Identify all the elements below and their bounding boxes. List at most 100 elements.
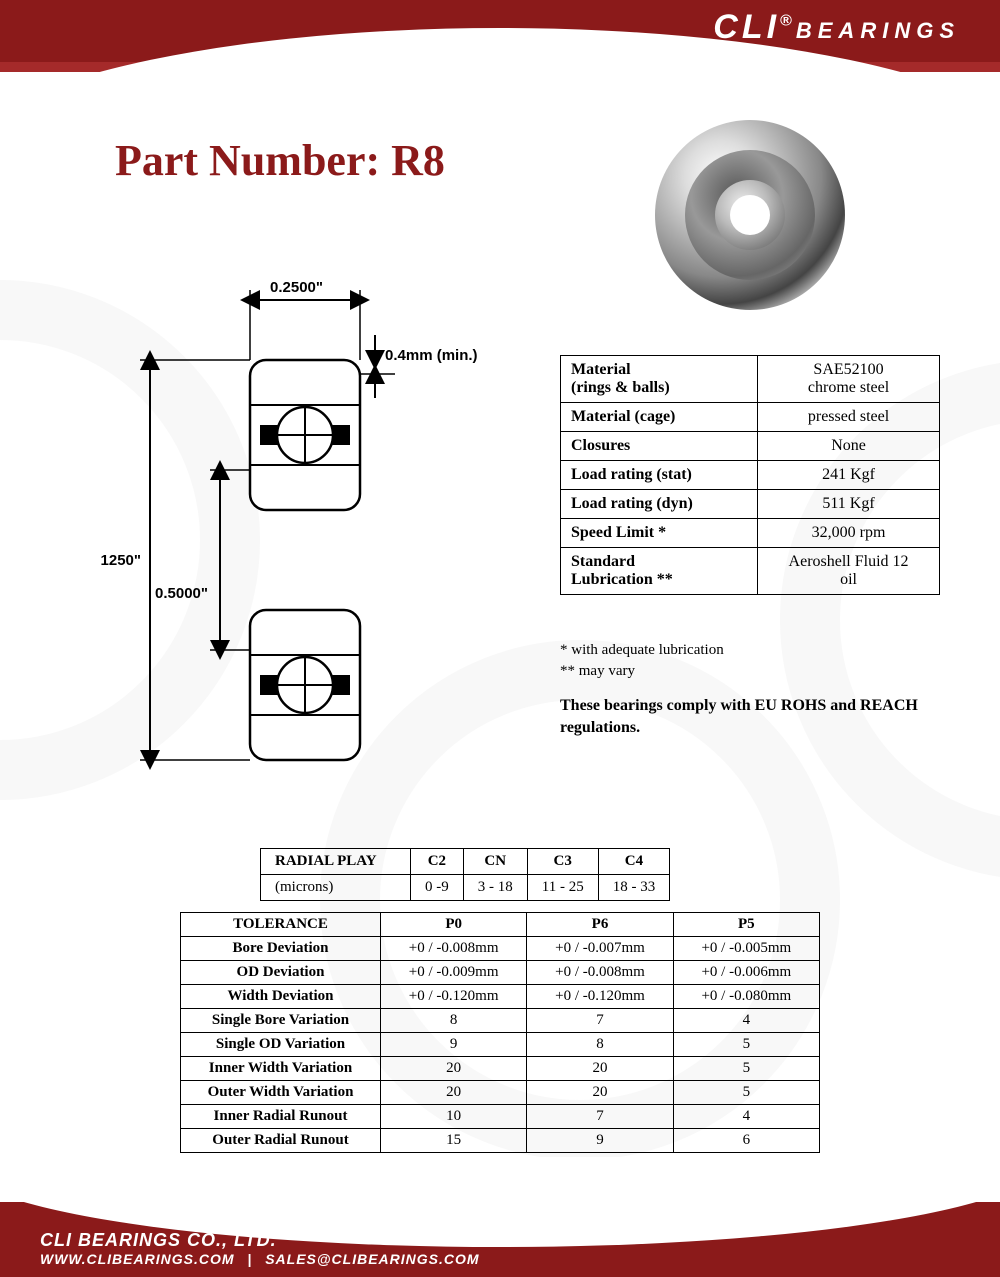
tol-cell: 20: [527, 1057, 673, 1081]
tol-row: Width Deviation+0 / -0.120mm+0 / -0.120m…: [181, 985, 820, 1009]
tol-label: Outer Radial Runout: [181, 1129, 381, 1153]
tol-cell: 7: [527, 1009, 673, 1033]
tol-row: Outer Radial Runout1596: [181, 1129, 820, 1153]
spec-row: Material (rings & balls)SAE52100 chrome …: [561, 356, 940, 403]
tol-cell: 5: [673, 1033, 819, 1057]
tol-cell: 8: [527, 1033, 673, 1057]
spec-row: Load rating (stat)241 Kgf: [561, 461, 940, 490]
footer-sep: |: [247, 1251, 252, 1267]
spec-key: Material (rings & balls): [561, 356, 758, 403]
tol-row: OD Deviation+0 / -0.009mm+0 / -0.008mm+0…: [181, 961, 820, 985]
rp-cell: 11 - 25: [527, 875, 598, 901]
footnotes: * with adequate lubrication ** may vary: [560, 640, 724, 682]
tol-col: P6: [527, 913, 673, 937]
tol-row: Inner Width Variation20205: [181, 1057, 820, 1081]
tol-label: Inner Width Variation: [181, 1057, 381, 1081]
rp-cell: 3 - 18: [463, 875, 527, 901]
rp-col: C4: [598, 849, 670, 875]
product-image: [645, 110, 865, 310]
tol-cell: 8: [381, 1009, 527, 1033]
rp-col: C2: [411, 849, 464, 875]
radial-play-table: RADIAL PLAYC2CNC3C4 (microns)0 -93 - 181…: [260, 848, 670, 901]
tol-cell: 5: [673, 1057, 819, 1081]
tol-label: OD Deviation: [181, 961, 381, 985]
brand-reg: ®: [780, 13, 796, 30]
tol-label: Width Deviation: [181, 985, 381, 1009]
tol-row: Single Bore Variation874: [181, 1009, 820, 1033]
spec-row: Material (cage)pressed steel: [561, 403, 940, 432]
tol-cell: 9: [381, 1033, 527, 1057]
tol-cell: 20: [381, 1081, 527, 1105]
tol-cell: 20: [381, 1057, 527, 1081]
tol-cell: 4: [673, 1009, 819, 1033]
footer-email: SALES@CLIBEARINGS.COM: [265, 1251, 479, 1267]
dim-od: 1.1250": [100, 552, 141, 569]
tol-col: P5: [673, 913, 819, 937]
spec-key: Load rating (stat): [561, 461, 758, 490]
tol-label: Inner Radial Runout: [181, 1105, 381, 1129]
tol-cell: +0 / -0.009mm: [381, 961, 527, 985]
spec-val: 511 Kgf: [758, 490, 940, 519]
rp-col: C3: [527, 849, 598, 875]
tol-label: Outer Width Variation: [181, 1081, 381, 1105]
tol-cell: +0 / -0.080mm: [673, 985, 819, 1009]
tol-cell: +0 / -0.008mm: [527, 961, 673, 985]
footer-url: WWW.CLIBEARINGS.COM: [40, 1251, 235, 1267]
tol-cell: 6: [673, 1129, 819, 1153]
footnote-2: ** may vary: [560, 661, 724, 682]
tol-col: TOLERANCE: [181, 913, 381, 937]
spec-key: Closures: [561, 432, 758, 461]
footnote-1: * with adequate lubrication: [560, 640, 724, 661]
compliance-note: These bearings comply with EU ROHS and R…: [560, 695, 920, 738]
tol-row: Inner Radial Runout1074: [181, 1105, 820, 1129]
rp-cell: (microns): [261, 875, 411, 901]
tol-cell: +0 / -0.006mm: [673, 961, 819, 985]
spec-key: Standard Lubrication **: [561, 548, 758, 595]
rp-col: CN: [463, 849, 527, 875]
tol-label: Single OD Variation: [181, 1033, 381, 1057]
tol-cell: 20: [527, 1081, 673, 1105]
brand-sub: BEARINGS: [796, 18, 960, 43]
spec-val: pressed steel: [758, 403, 940, 432]
footer-company: CLI BEARINGS CO., LTD.: [40, 1230, 480, 1251]
tol-cell: 10: [381, 1105, 527, 1129]
tol-cell: 7: [527, 1105, 673, 1129]
tol-cell: +0 / -0.120mm: [381, 985, 527, 1009]
tol-label: Bore Deviation: [181, 937, 381, 961]
cross-section-diagram: 0.2500" 0.4mm (min.) 1.1250" 0.5000": [100, 280, 500, 800]
spec-val: None: [758, 432, 940, 461]
brand-logo: CLI®BEARINGS: [713, 8, 960, 47]
tol-cell: +0 / -0.008mm: [381, 937, 527, 961]
rp-cell: 0 -9: [411, 875, 464, 901]
brand-name: CLI: [713, 8, 780, 46]
rp-cell: 18 - 33: [598, 875, 670, 901]
tol-cell: 5: [673, 1081, 819, 1105]
spec-key: Material (cage): [561, 403, 758, 432]
tol-cell: +0 / -0.005mm: [673, 937, 819, 961]
spec-val: 241 Kgf: [758, 461, 940, 490]
spec-key: Load rating (dyn): [561, 490, 758, 519]
tolerance-table: TOLERANCEP0P6P5 Bore Deviation+0 / -0.00…: [180, 912, 820, 1153]
rp-title: RADIAL PLAY: [261, 849, 411, 875]
tol-label: Single Bore Variation: [181, 1009, 381, 1033]
tol-cell: 9: [527, 1129, 673, 1153]
spec-row: ClosuresNone: [561, 432, 940, 461]
tol-cell: 4: [673, 1105, 819, 1129]
spec-table: Material (rings & balls)SAE52100 chrome …: [560, 355, 940, 595]
spec-val: 32,000 rpm: [758, 519, 940, 548]
spec-val: SAE52100 chrome steel: [758, 356, 940, 403]
tol-cell: +0 / -0.120mm: [527, 985, 673, 1009]
header: CLI®BEARINGS: [0, 0, 1000, 110]
dim-bore: 0.5000": [155, 585, 208, 602]
tol-row: Outer Width Variation20205: [181, 1081, 820, 1105]
tol-cell: +0 / -0.007mm: [527, 937, 673, 961]
spec-row: Standard Lubrication **Aeroshell Fluid 1…: [561, 548, 940, 595]
footer: CLI BEARINGS CO., LTD. WWW.CLIBEARINGS.C…: [0, 1202, 1000, 1277]
spec-val: Aeroshell Fluid 12 oil: [758, 548, 940, 595]
page-title: Part Number: R8: [115, 135, 445, 186]
tol-row: Single OD Variation985: [181, 1033, 820, 1057]
tol-col: P0: [381, 913, 527, 937]
spec-row: Load rating (dyn)511 Kgf: [561, 490, 940, 519]
spec-key: Speed Limit *: [561, 519, 758, 548]
tol-row: Bore Deviation+0 / -0.008mm+0 / -0.007mm…: [181, 937, 820, 961]
